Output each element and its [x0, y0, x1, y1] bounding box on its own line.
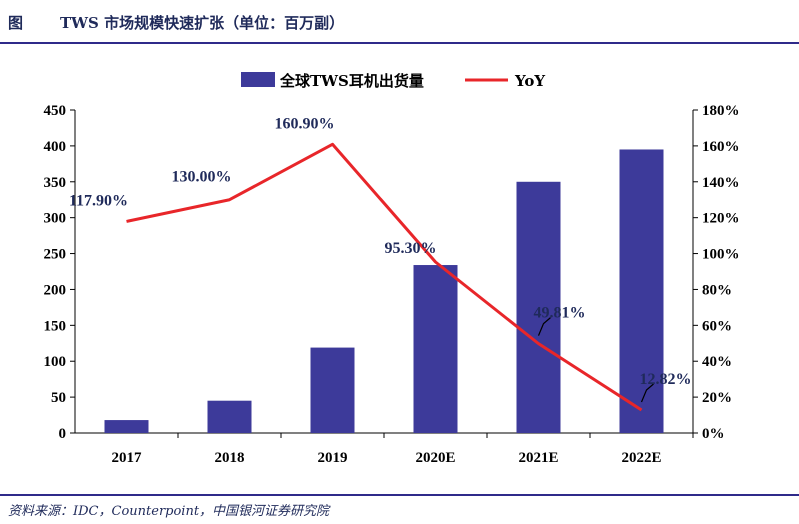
- top-rule: [0, 42, 799, 44]
- left-tick-label: 100: [44, 354, 67, 370]
- x-tick-label: 2020E: [415, 450, 455, 466]
- right-tick-label: 100%: [702, 247, 740, 263]
- x-tick-label: 2021E: [518, 450, 558, 466]
- yoy-line: [126, 142, 643, 412]
- yoy-data-label: 160.90%: [275, 115, 335, 132]
- left-tick-label: 200: [44, 282, 67, 298]
- bar: [619, 149, 664, 433]
- bar: [413, 265, 458, 433]
- figure-title: TWS 市场规模快速扩张（单位：百万副）: [60, 14, 345, 32]
- left-tick-label: 300: [44, 211, 67, 227]
- yoy-data-label: 117.90%: [69, 192, 128, 209]
- bar: [104, 420, 149, 433]
- bar: [310, 347, 355, 433]
- yoy-data-label: 49.81%: [534, 305, 586, 322]
- right-tick-label: 160%: [702, 139, 740, 155]
- left-tick-label: 450: [44, 103, 67, 119]
- figure-label: 图: [8, 14, 24, 32]
- right-tick-label: 20%: [702, 390, 732, 406]
- right-tick-label: 0%: [702, 426, 725, 442]
- yoy-data-label: 12.82%: [640, 371, 692, 388]
- yoy-data-label: 95.30%: [385, 240, 437, 257]
- yoy-data-label: 130.00%: [172, 169, 232, 186]
- bar: [516, 181, 561, 433]
- left-tick-label: 250: [44, 247, 67, 263]
- left-tick-label: 150: [44, 318, 67, 334]
- right-tick-label: 120%: [702, 211, 740, 227]
- right-tick-label: 80%: [702, 282, 732, 298]
- legend-bar-label: 全球TWS耳机出货量: [279, 72, 424, 90]
- x-tick-label: 2017: [112, 450, 143, 466]
- x-tick-label: 2018: [215, 450, 245, 466]
- data-label-leader: [640, 383, 654, 403]
- data-label-leader: [537, 317, 551, 336]
- left-tick-label: 0: [59, 426, 67, 442]
- bottom-rule: [0, 494, 799, 496]
- right-tick-label: 140%: [702, 175, 740, 191]
- right-tick-label: 60%: [702, 318, 732, 334]
- right-tick-label: 180%: [702, 103, 740, 119]
- right-tick-label: 40%: [702, 354, 732, 370]
- left-tick-label: 400: [44, 139, 67, 155]
- x-tick-label: 2019: [318, 450, 348, 466]
- bar: [207, 400, 252, 433]
- source-note: 资料来源：IDC，Counterpoint，中国银河证券研究院: [8, 504, 330, 519]
- left-tick-label: 50: [51, 390, 66, 406]
- legend-line-label: YoY: [514, 72, 545, 90]
- legend-bar-swatch: [241, 72, 275, 87]
- x-tick-label: 2022E: [621, 450, 661, 466]
- left-tick-label: 350: [44, 175, 67, 191]
